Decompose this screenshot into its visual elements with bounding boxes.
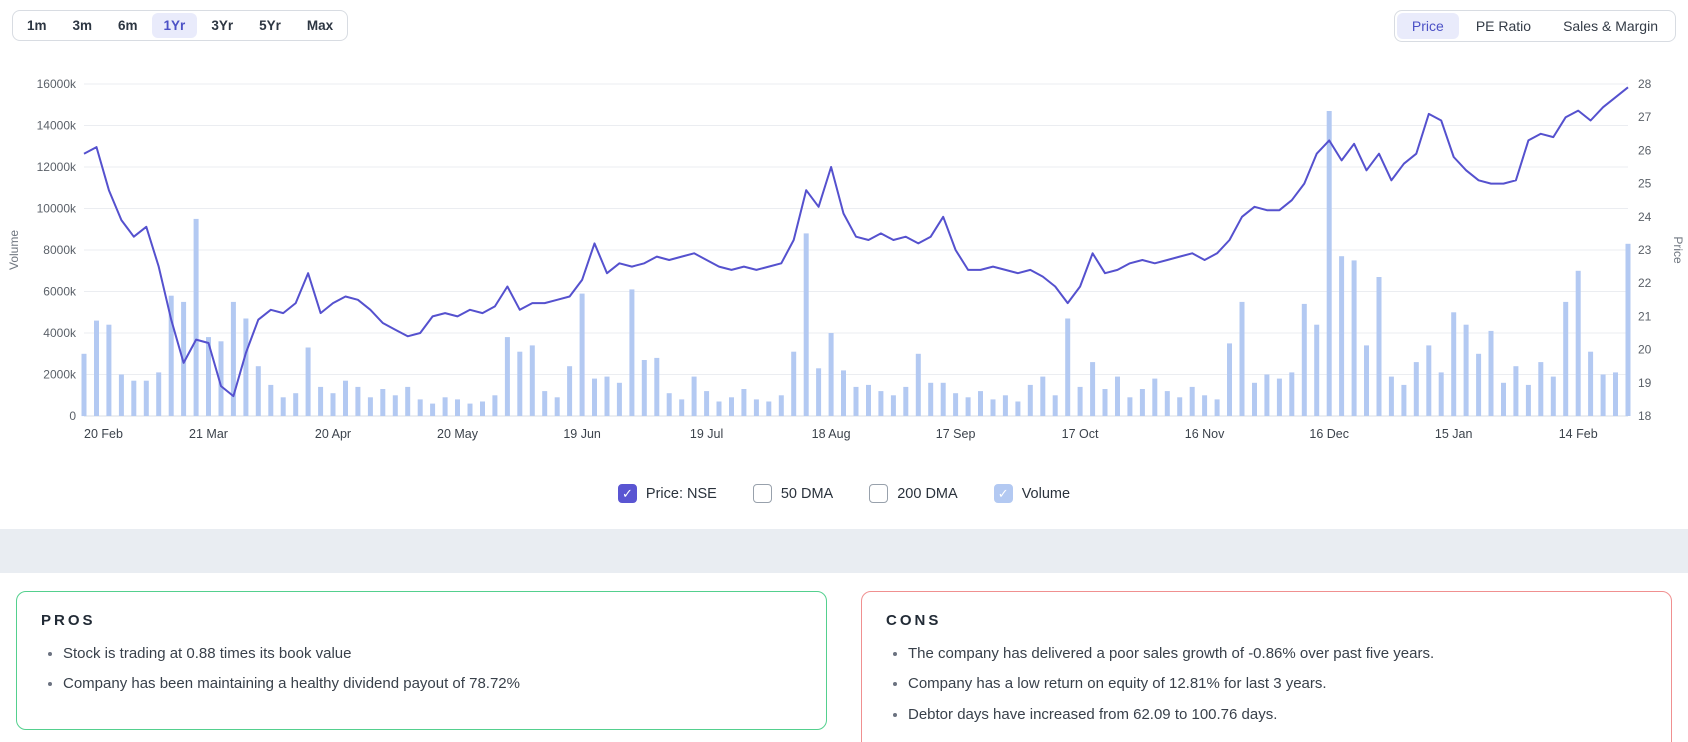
svg-text:20 Apr: 20 Apr	[315, 427, 351, 441]
svg-text:26: 26	[1638, 143, 1652, 157]
svg-text:2000k: 2000k	[43, 368, 77, 382]
cons-title: CONS	[886, 612, 942, 629]
section-divider	[0, 529, 1688, 573]
svg-text:16000k: 16000k	[37, 77, 77, 91]
check-icon: ✓	[997, 486, 1009, 501]
analysis-section: PROS Stock is trading at 0.88 times its …	[0, 573, 1688, 742]
svg-text:28: 28	[1638, 77, 1652, 91]
range-button-1yr[interactable]: 1Yr	[151, 13, 198, 38]
legend-item-200dma[interactable]: 200 DMA	[869, 484, 958, 503]
cons-item: The company has delivered a poor sales g…	[908, 644, 1647, 664]
svg-text:19 Jun: 19 Jun	[563, 427, 601, 441]
chart-canvas[interactable]: 0 2000k 4000k 6000k 8000k 10000k 12000k 14000k 1…	[0, 48, 1688, 462]
pros-title: PROS	[41, 612, 96, 629]
pros-card: PROS Stock is trading at 0.88 times its …	[16, 591, 827, 730]
svg-text:19: 19	[1638, 376, 1652, 390]
legend-item-50dma[interactable]: 50 DMA	[752, 484, 834, 503]
svg-text:Volume: Volume	[7, 230, 21, 270]
svg-text:20 May: 20 May	[437, 427, 479, 441]
cons-item: Company has a low return on equity of 12…	[908, 674, 1647, 694]
svg-text:19 Jul: 19 Jul	[690, 427, 723, 441]
svg-text:16 Nov: 16 Nov	[1185, 427, 1225, 441]
svg-text:16 Dec: 16 Dec	[1309, 427, 1349, 441]
tab-price[interactable]: Price	[1396, 13, 1459, 39]
time-range-group: 1m 3m 6m 1Yr 3Yr 5Yr Max	[12, 10, 349, 41]
range-button-1m[interactable]: 1m	[15, 13, 59, 38]
svg-text:12000k: 12000k	[37, 160, 77, 174]
svg-text:23: 23	[1638, 243, 1652, 257]
legend-label-price-nse: Price: NSE	[645, 485, 717, 502]
svg-text:27: 27	[1638, 110, 1652, 124]
check-icon: ✓	[621, 486, 633, 501]
svg-text:Price: Price	[1671, 236, 1685, 264]
svg-text:14 Feb: 14 Feb	[1559, 427, 1598, 441]
svg-text:17 Sep: 17 Sep	[936, 427, 976, 441]
range-button-6m[interactable]: 6m	[106, 13, 150, 38]
svg-text:10000k: 10000k	[37, 202, 77, 216]
svg-text:20 Feb: 20 Feb	[84, 427, 123, 441]
cons-item: Debtor days have increased from 62.09 to…	[908, 705, 1647, 725]
svg-text:25: 25	[1638, 177, 1652, 191]
legend-item-price-nse[interactable]: ✓ Price: NSE	[617, 484, 717, 503]
pros-item: Stock is trading at 0.88 times its book …	[63, 644, 802, 664]
toolbar: 1m 3m 6m 1Yr 3Yr 5Yr Max Price PE Ratio …	[0, 0, 1688, 42]
checkbox-200dma[interactable]	[869, 484, 889, 503]
checkbox-50dma[interactable]	[752, 484, 772, 503]
price-volume-chart[interactable]: 0 2000k 4000k 6000k 8000k 10000k 12000k 14000k 1…	[0, 48, 1688, 462]
chart-legend: ✓ Price: NSE 50 DMA 200 DMA ✓ Volume	[0, 484, 1688, 503]
svg-text:22: 22	[1638, 276, 1652, 290]
svg-text:18 Aug: 18 Aug	[812, 427, 851, 441]
svg-text:21: 21	[1638, 309, 1652, 323]
tab-sales-margin[interactable]: Sales & Margin	[1548, 13, 1673, 39]
legend-item-volume[interactable]: ✓ Volume	[993, 484, 1071, 503]
checkbox-volume[interactable]: ✓	[993, 484, 1013, 503]
svg-text:18: 18	[1638, 409, 1652, 423]
svg-text:17 Oct: 17 Oct	[1062, 427, 1099, 441]
range-button-3m[interactable]: 3m	[61, 13, 105, 38]
svg-text:4000k: 4000k	[43, 326, 77, 340]
legend-label-volume: Volume	[1021, 485, 1071, 502]
svg-text:21 Mar: 21 Mar	[189, 427, 228, 441]
range-button-3yr[interactable]: 3Yr	[199, 13, 245, 38]
tab-pe-ratio[interactable]: PE Ratio	[1461, 13, 1546, 39]
range-button-max[interactable]: Max	[295, 13, 345, 38]
svg-text:20: 20	[1638, 343, 1652, 357]
legend-label-50dma: 50 DMA	[780, 485, 834, 502]
pros-item: Company has been maintaining a healthy d…	[63, 674, 802, 694]
checkbox-price-nse[interactable]: ✓	[617, 484, 637, 503]
legend-label-200dma: 200 DMA	[897, 485, 958, 502]
pros-list: Stock is trading at 0.88 times its book …	[41, 644, 802, 695]
svg-text:8000k: 8000k	[43, 243, 77, 257]
cons-list: The company has delivered a poor sales g…	[886, 644, 1647, 725]
svg-text:15 Jan: 15 Jan	[1435, 427, 1473, 441]
svg-text:0: 0	[69, 409, 76, 423]
svg-text:14000k: 14000k	[37, 119, 77, 133]
range-button-5yr[interactable]: 5Yr	[247, 13, 293, 38]
cons-card: CONS The company has delivered a poor sa…	[861, 591, 1672, 742]
svg-text:24: 24	[1638, 210, 1652, 224]
chart-view-tabs: Price PE Ratio Sales & Margin	[1393, 10, 1676, 42]
svg-text:6000k: 6000k	[43, 285, 77, 299]
